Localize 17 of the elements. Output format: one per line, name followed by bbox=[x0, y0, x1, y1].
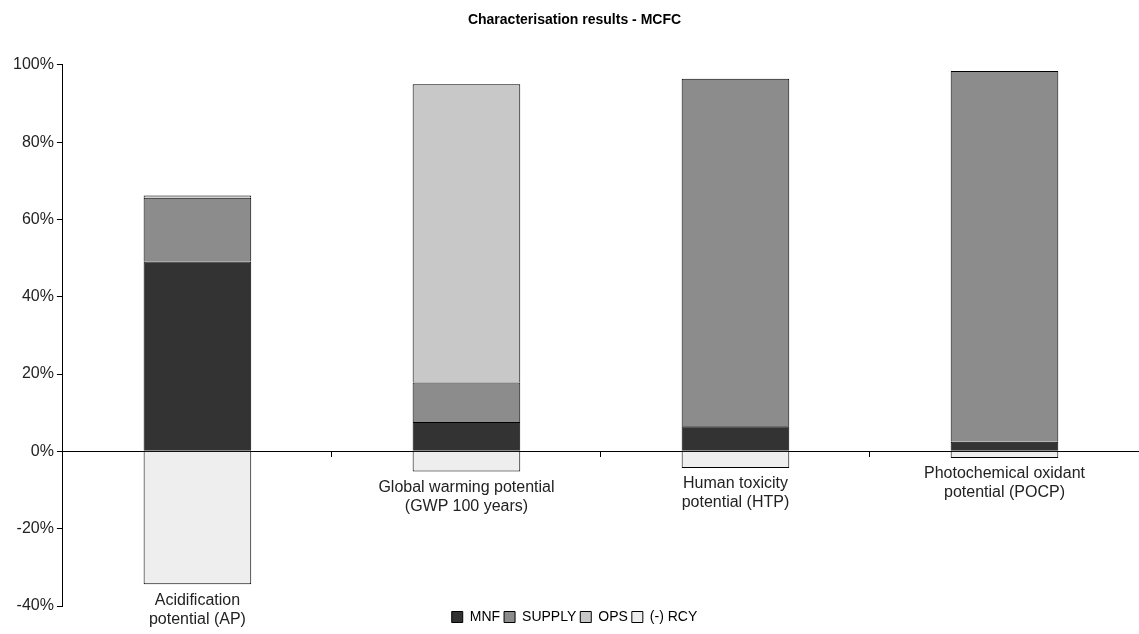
legend-label: (-) RCY bbox=[649, 607, 698, 624]
y-tick-label: 100% bbox=[13, 55, 54, 73]
y-tick-label: 40% bbox=[21, 287, 54, 305]
chart-title: Characterisation results - MCFC bbox=[467, 11, 682, 28]
x-tick-label: Global warming potential (GWP 100 years) bbox=[378, 477, 555, 514]
y-tick-label: 60% bbox=[21, 209, 54, 227]
x-tick-label: Human toxicity potential (HTP) bbox=[681, 474, 790, 511]
y-tick-label: -20% bbox=[16, 519, 54, 537]
x-tick-label: Acidification potential (AP) bbox=[148, 590, 246, 627]
legend-label: MNF bbox=[469, 607, 501, 624]
legend-label: SUPPLY bbox=[522, 607, 577, 624]
y-tick-label: 80% bbox=[21, 132, 54, 150]
y-tick-label: 0% bbox=[30, 441, 54, 459]
legend-label: OPS bbox=[598, 607, 628, 624]
y-tick-label: -40% bbox=[16, 596, 54, 614]
y-tick-label: 20% bbox=[21, 364, 54, 382]
x-tick-label: Photochemical oxidant potential (POCP) bbox=[924, 464, 1086, 501]
